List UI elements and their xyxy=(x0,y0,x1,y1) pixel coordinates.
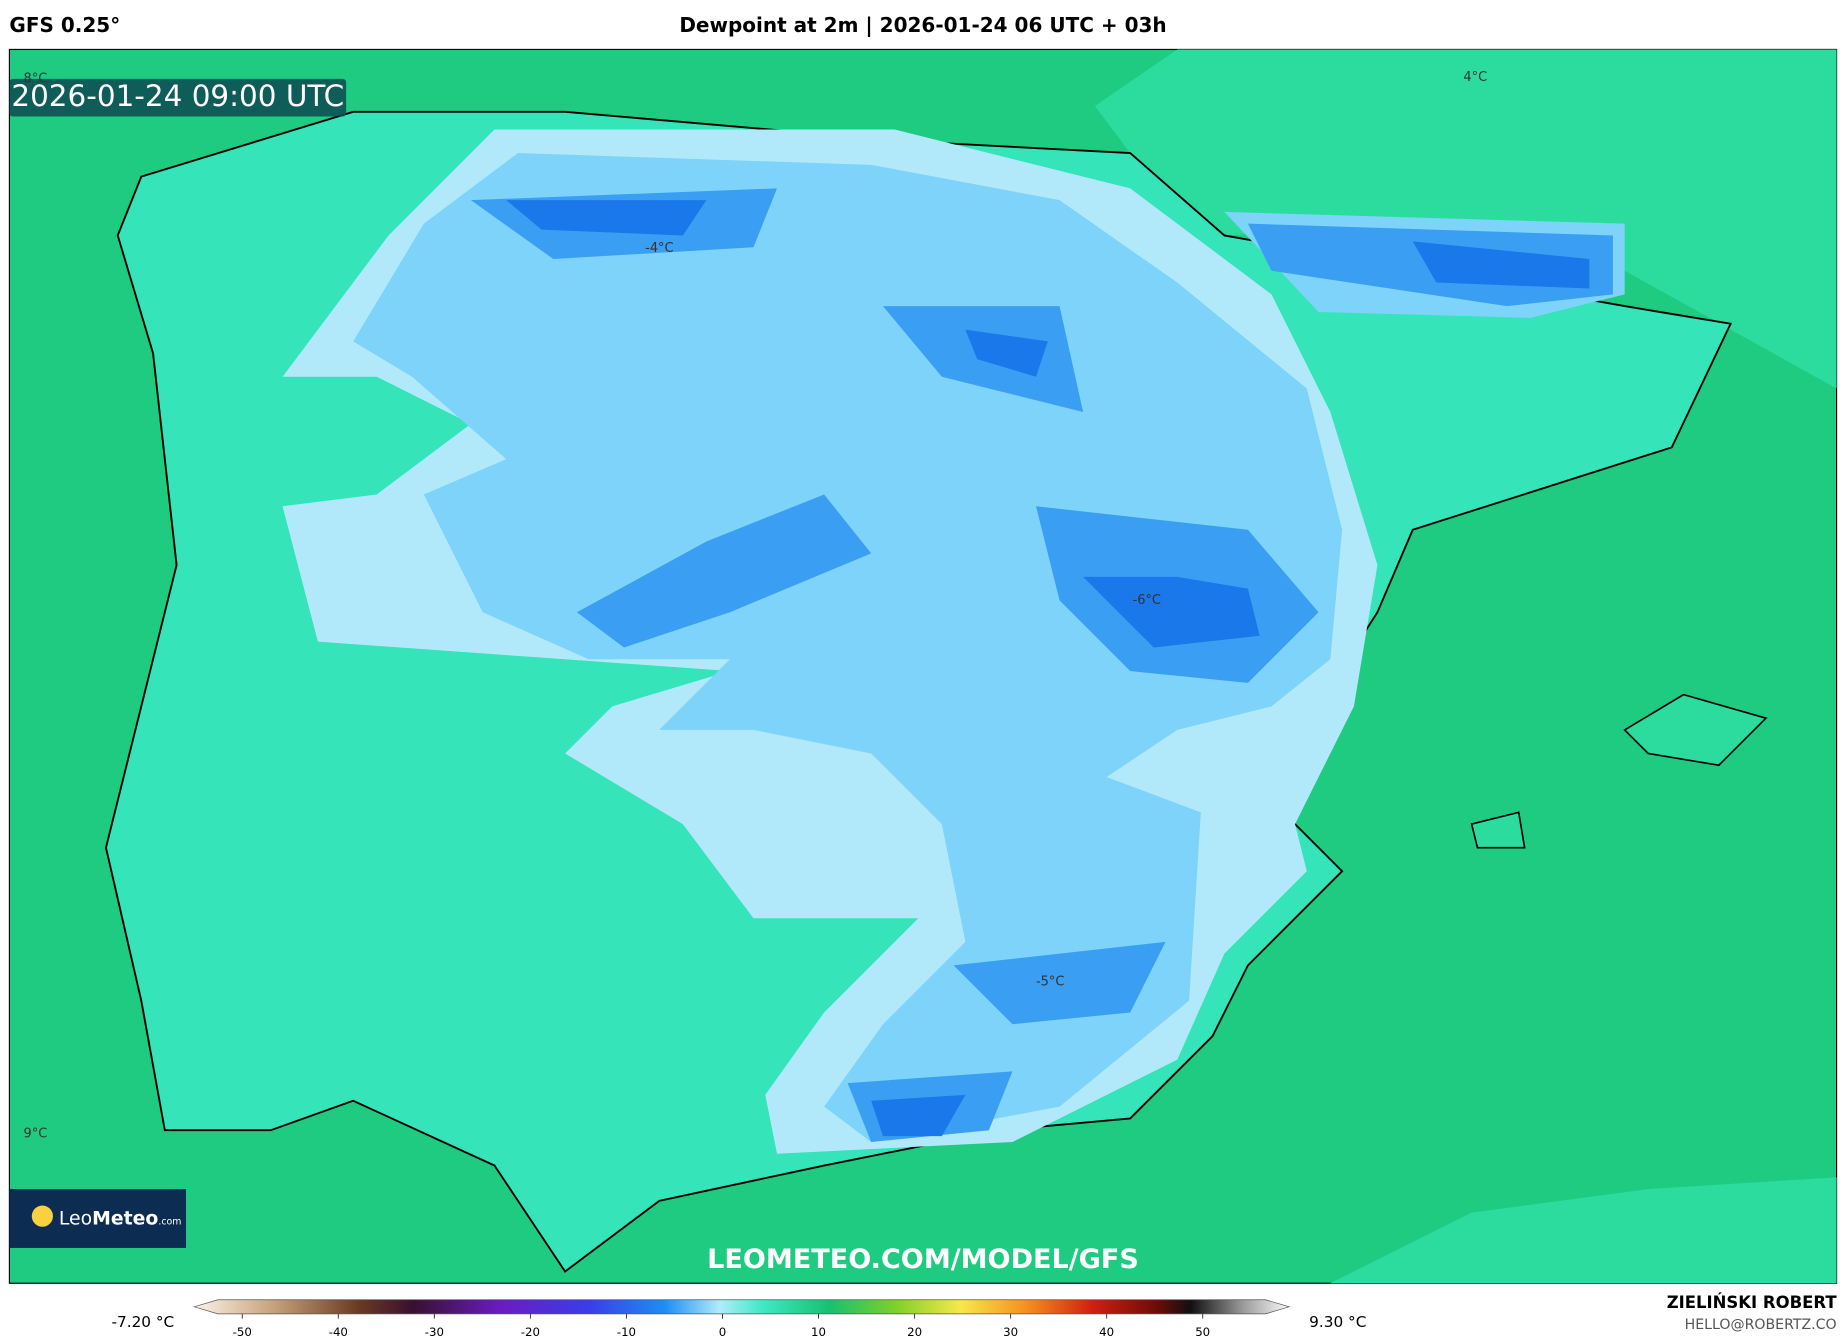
contour-label: -4°C xyxy=(645,241,673,256)
contour-label: 4°C xyxy=(1463,70,1487,85)
contour-label: 9°C xyxy=(24,1126,48,1141)
valid-time: 2026-01-24 09:00 UTC xyxy=(11,79,344,113)
colorbar-tick-label: 30 xyxy=(1003,1325,1018,1338)
logo-sun xyxy=(31,1205,53,1227)
balearic-islands xyxy=(1470,693,1768,849)
africa xyxy=(1330,1177,1837,1284)
colorbar: -7.20 °C 9.30 °C -50 -40 -30 -20 -10 0 10 20 30 4… xyxy=(111,1299,1366,1338)
colorbar-tick-label: 50 xyxy=(1195,1325,1210,1338)
model-name: GFS 0.25° xyxy=(9,13,120,37)
colorbar-tick-label: -20 xyxy=(521,1325,540,1338)
colorbar-tick-label: 10 xyxy=(811,1325,826,1338)
colorbar-tick-label: -40 xyxy=(329,1325,348,1338)
logo-leo: Leo xyxy=(59,1208,92,1229)
watermark: LEOMETEO.COM/MODEL/GFS xyxy=(707,1244,1139,1275)
colorbar-tick-label: -30 xyxy=(425,1325,444,1338)
contour-label: -6°C xyxy=(1133,593,1161,608)
colorbar-tick-label: 40 xyxy=(1099,1325,1114,1338)
colorbar-max: 9.30 °C xyxy=(1309,1313,1366,1331)
colorbar-tick-label: -10 xyxy=(617,1325,636,1338)
chart-title: Dewpoint at 2m | 2026-01-24 06 UTC + 03h xyxy=(679,13,1166,37)
map: 2026-01-24 09:00 UTC 8°C 4°C -4°C -6°C -… xyxy=(8,48,1838,1284)
contour-label: -5°C xyxy=(1036,974,1064,989)
email: HELLO@ROBERTZ.CO xyxy=(1685,1317,1837,1333)
time-badge xyxy=(9,78,347,117)
contour-label: 8°C xyxy=(24,71,48,86)
author: ZIELIŃSKI ROBERT xyxy=(1667,1293,1838,1312)
colorbar-tick-label: 20 xyxy=(907,1325,922,1338)
france xyxy=(1094,49,1837,389)
colorbar-scale xyxy=(193,1299,1291,1315)
colorbar-min: -7.20 °C xyxy=(111,1313,174,1331)
logo-meteo: Meteo xyxy=(92,1208,158,1229)
logo-domain: .com xyxy=(158,1216,181,1227)
colorbar-tick-label: 0 xyxy=(719,1325,727,1338)
logo: LeoMeteo.com xyxy=(59,1208,182,1229)
colorbar-tick-label: -50 xyxy=(233,1325,252,1338)
dewpoint-zone-mid xyxy=(353,153,1625,1142)
